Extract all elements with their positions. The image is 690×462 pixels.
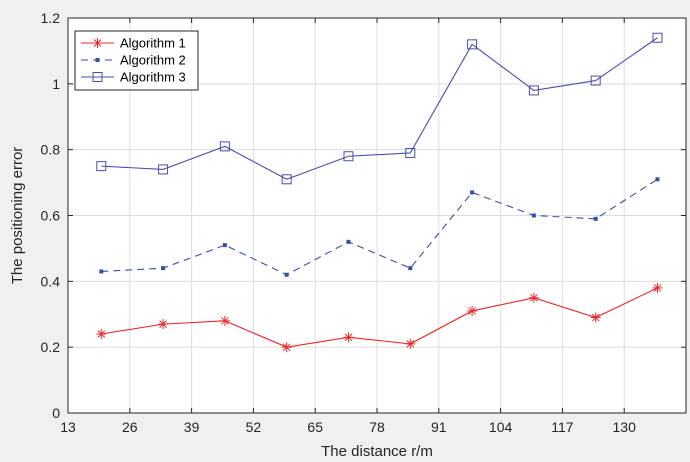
legend-marker [95, 58, 100, 62]
legend-item: Algorithm 1 [81, 36, 186, 51]
x-tick-label: 39 [184, 419, 200, 435]
data-point [281, 342, 292, 353]
data-point [96, 329, 107, 339]
asterisk-stroke [406, 340, 415, 348]
asterisk-stroke [97, 330, 106, 338]
data-point [222, 243, 227, 248]
legend-label: Algorithm 2 [120, 53, 186, 68]
asterisk-stroke [530, 293, 538, 302]
asterisk-stroke [653, 284, 662, 292]
data-point [219, 141, 230, 152]
data-point [161, 266, 166, 271]
data-point [528, 85, 539, 96]
y-tick-label: 0.4 [41, 273, 61, 289]
series-1 [96, 282, 663, 353]
series-line [101, 287, 658, 348]
y-tick-label: 0 [52, 405, 60, 421]
y-tick-label: 1 [52, 76, 60, 92]
data-point [96, 161, 107, 172]
series-line [101, 178, 658, 276]
data-point [652, 282, 663, 293]
data-point [528, 292, 539, 303]
legend-marker [92, 72, 103, 82]
data-point [158, 164, 169, 175]
data-point [219, 315, 230, 326]
data-point [346, 239, 351, 244]
data-point [99, 269, 104, 274]
asterisk-stroke [282, 343, 291, 352]
data-point [405, 338, 416, 349]
series-2 [99, 177, 660, 277]
x-tick-label: 52 [246, 419, 262, 435]
y-tick-label: 0.2 [41, 339, 61, 355]
data-point [284, 272, 289, 277]
y-tick-label: 0.8 [41, 142, 61, 158]
data-point [593, 216, 598, 221]
data-point [467, 39, 478, 50]
x-tick-label: 13 [60, 419, 76, 435]
data-point [281, 174, 292, 185]
legend: Algorithm 1 Algorithm 2 Algorithm 3 [74, 30, 199, 91]
legend-marker [92, 38, 103, 48]
axis-ticks: 13 26 39 52 65 78 91 104 117 130 0 0.2 0.4 0.6 0.8 1 1.2 [41, 10, 686, 435]
asterisk-stroke [221, 316, 229, 325]
x-axis-title: The distance r/m [321, 443, 433, 460]
data-point [467, 305, 478, 316]
data-point [408, 266, 413, 271]
legend-label: Algorithm 3 [120, 70, 186, 85]
data-point [343, 332, 354, 343]
asterisk-stroke [93, 39, 102, 47]
y-axis-title: The positioning error [9, 147, 26, 285]
data-point [470, 190, 475, 195]
data-point [343, 151, 354, 162]
series-layer [96, 32, 663, 353]
asterisk-stroke [591, 313, 600, 322]
x-tick-label: 65 [307, 419, 323, 435]
series-line [101, 37, 658, 180]
x-tick-label: 91 [431, 419, 447, 435]
data-point [590, 312, 601, 323]
asterisk-stroke [344, 333, 353, 342]
legend-item: Algorithm 2 [81, 53, 186, 68]
data-point [652, 32, 663, 43]
x-tick-label: 130 [613, 419, 637, 435]
x-tick-label: 78 [369, 419, 385, 435]
y-tick-label: 0.6 [41, 208, 61, 224]
asterisk-stroke [159, 320, 167, 328]
y-tick-label: 1.2 [41, 10, 61, 26]
data-point [590, 75, 601, 86]
legend-label: Algorithm 1 [120, 36, 186, 51]
x-tick-label: 117 [551, 419, 574, 435]
data-point [158, 319, 169, 330]
x-tick-label: 26 [122, 419, 138, 435]
series-3 [96, 32, 663, 185]
legend-item: Algorithm 3 [81, 70, 186, 85]
data-point [655, 177, 660, 182]
asterisk-stroke [468, 307, 476, 315]
data-point [531, 213, 536, 218]
data-point [405, 147, 416, 158]
x-tick-label: 104 [489, 419, 513, 435]
